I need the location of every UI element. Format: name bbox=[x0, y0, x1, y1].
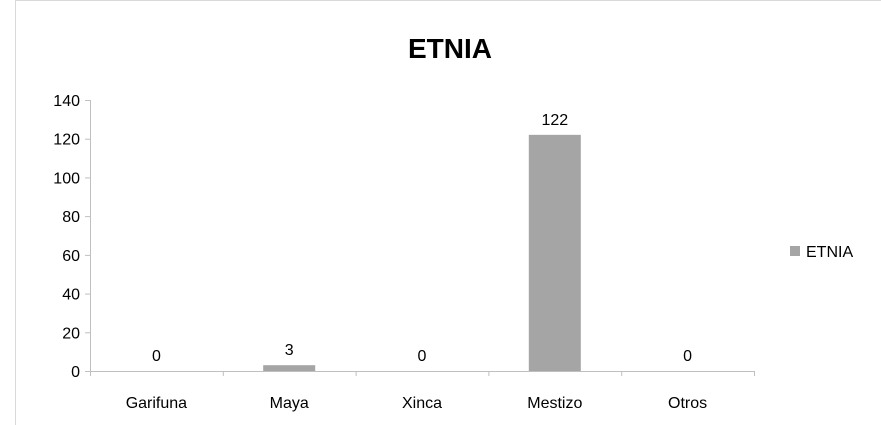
x-tick-label: Garifuna bbox=[126, 395, 187, 412]
chart-title: ETNIA bbox=[408, 33, 492, 64]
x-tick-label: Otros bbox=[668, 395, 707, 412]
x-tick-label: Maya bbox=[270, 395, 309, 412]
y-tick-label: 20 bbox=[62, 325, 80, 342]
x-axis: Garifuna Maya Xinca Mestizo Otros bbox=[90, 371, 755, 412]
y-tick-label: 120 bbox=[53, 132, 80, 149]
y-tick-label: 60 bbox=[62, 248, 80, 265]
data-label: 3 bbox=[285, 342, 294, 359]
data-label: 0 bbox=[418, 348, 427, 365]
bar bbox=[263, 365, 316, 371]
data-label: 0 bbox=[683, 348, 692, 365]
data-labels: 0 3 0 122 0 bbox=[152, 112, 692, 365]
y-tick-label: 0 bbox=[71, 364, 80, 381]
data-label: 0 bbox=[152, 348, 161, 365]
legend: ETNIA bbox=[790, 244, 853, 261]
legend-swatch bbox=[790, 246, 800, 256]
y-tick-label: 40 bbox=[62, 287, 80, 304]
y-tick-label: 140 bbox=[53, 93, 80, 110]
y-tick-label: 80 bbox=[62, 209, 80, 226]
bar bbox=[528, 134, 581, 371]
x-tick-label: Xinca bbox=[402, 395, 442, 412]
data-label: 122 bbox=[541, 112, 568, 129]
bars bbox=[263, 134, 581, 371]
legend-label: ETNIA bbox=[806, 244, 853, 261]
y-tick-label: 100 bbox=[53, 170, 80, 187]
x-tick-label: Mestizo bbox=[527, 395, 582, 412]
y-axis: 0 20 40 60 80 100 120 140 bbox=[53, 93, 91, 381]
